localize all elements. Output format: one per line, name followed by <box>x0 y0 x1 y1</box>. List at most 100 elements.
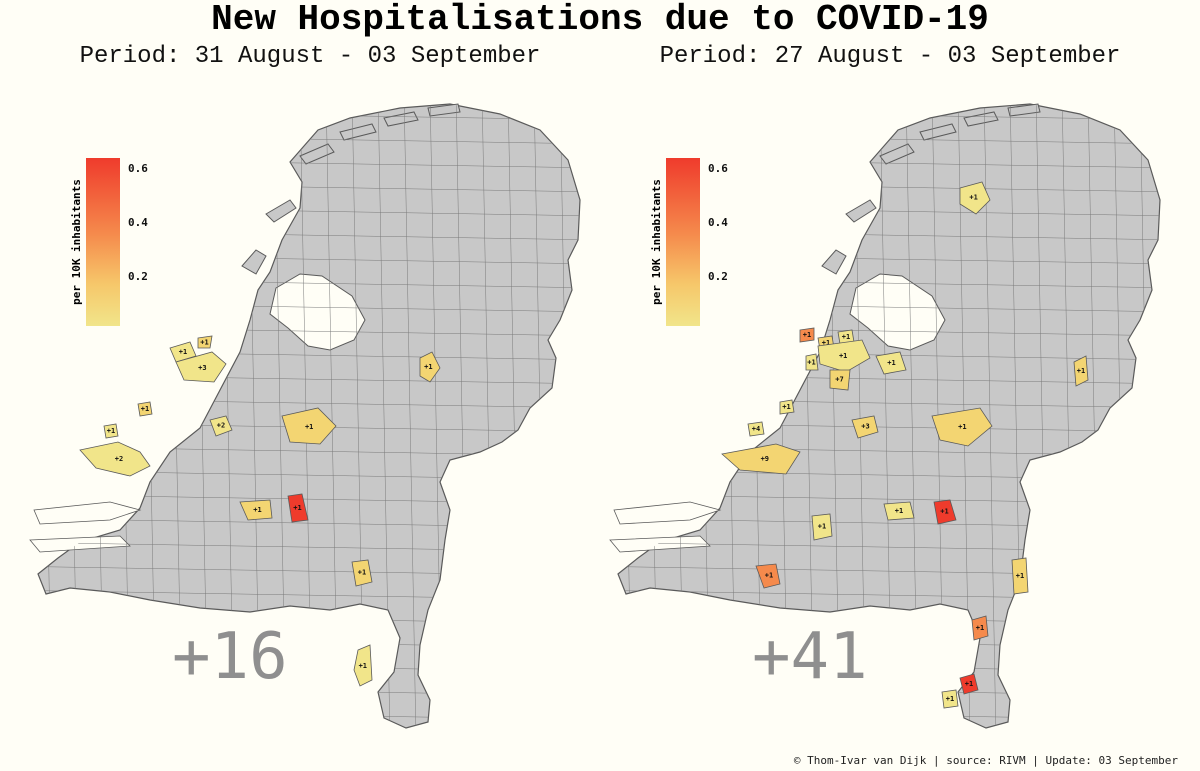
municipality-count-label: +1 <box>842 333 850 341</box>
municipality-count-label: +2 <box>217 422 225 430</box>
municipality-count-label: +1 <box>969 194 977 202</box>
highlighted-municipality <box>875 351 907 375</box>
highlighted-municipality <box>959 181 991 215</box>
municipality-count-label: +1 <box>179 348 187 356</box>
wadden-island <box>427 103 461 117</box>
left-legend-title: per 10K inhabitants <box>70 179 83 305</box>
municipality-count-label: +1 <box>958 423 966 431</box>
right-legend-tick: 0.2 <box>708 270 728 283</box>
municipality-count-label: +4 <box>752 425 760 433</box>
wadden-island <box>821 249 847 275</box>
municipality-count-label: +9 <box>761 455 769 463</box>
highlighted-municipality <box>811 513 833 541</box>
highlighted-municipality <box>851 415 879 439</box>
highlighted-municipality <box>351 559 373 587</box>
municipality-count-label: +1 <box>141 405 149 413</box>
municipality-count-label: +3 <box>198 364 206 372</box>
right-legend-tick: 0.4 <box>708 216 728 229</box>
highlighted-municipality <box>419 351 441 383</box>
municipality-count-label: +1 <box>1077 367 1085 375</box>
municipality-count-label: +1 <box>293 504 301 512</box>
highlighted-municipality <box>287 493 309 523</box>
highlighted-municipality <box>721 443 801 475</box>
highlighted-municipality <box>1011 557 1029 595</box>
highlighted-municipality <box>747 421 765 437</box>
municipality-count-label: +1 <box>305 423 313 431</box>
municipality-count-label: +7 <box>835 376 843 384</box>
municipality-count-label: +1 <box>782 403 790 411</box>
highlighted-municipality <box>169 341 197 363</box>
right-legend-title: per 10K inhabitants <box>650 179 663 305</box>
highlighted-municipality <box>829 369 851 391</box>
highlighted-municipality <box>817 339 871 373</box>
netherlands-map-right: +1 +1 +1 +1 +1 +7 +1 +1 +1 +1 +4 +3 +1 +9 +1 +1 +1 +1 +1 +1… <box>609 103 1161 729</box>
highlighted-municipality <box>79 441 151 477</box>
municipality-count-label: +3 <box>861 423 869 431</box>
wadden-island <box>299 143 335 165</box>
municipality-count-label: +1 <box>965 680 973 688</box>
municipality-count-label: +1 <box>976 624 984 632</box>
left-total-count: +16 <box>172 620 288 694</box>
right-legend-colorbar <box>666 158 700 326</box>
highlighted-municipality <box>755 563 781 589</box>
left-legend-tick: 0.2 <box>128 270 148 283</box>
municipality-count-label: +1 <box>765 572 773 580</box>
municipality-count-label: +1 <box>200 339 208 347</box>
left-map-panel: +1 +1 +3 +1 +1 +1 +2 +2 +1 +1 +1 +1 +1 per 10K inhab… <box>0 90 600 740</box>
highlighted-municipality <box>137 401 153 417</box>
highlighted-municipality <box>209 415 233 437</box>
highlighted-municipality <box>883 501 915 521</box>
municipality-count-label: +1 <box>253 506 261 514</box>
left-legend-tick: 0.4 <box>128 216 148 229</box>
municipality-count-label: +1 <box>807 359 815 367</box>
left-map-subtitle: Period: 31 August - 03 September <box>79 43 541 70</box>
highlighted-municipality <box>281 407 337 445</box>
highlighted-municipality <box>941 689 959 709</box>
municipality-count-label: +1 <box>1016 572 1024 580</box>
highlighted-municipality <box>959 673 979 695</box>
municipality-count-label: +1 <box>895 507 903 515</box>
right-total-count: +41 <box>752 620 868 694</box>
highlighted-municipality <box>353 644 373 687</box>
municipality-count-label: +1 <box>839 352 847 360</box>
municipality-count-label: +1 <box>887 359 895 367</box>
right-map-subtitle: Period: 27 August - 03 September <box>659 43 1121 70</box>
wadden-island <box>383 111 419 127</box>
municipality-count-label: +1 <box>424 363 432 371</box>
highlighted-municipality <box>197 335 213 349</box>
municipality-count-label: +1 <box>818 523 826 531</box>
highlighted-municipality <box>933 499 957 525</box>
wadden-island <box>919 123 957 141</box>
estuary-water <box>29 535 131 553</box>
netherlands-map-left: +1 +1 +3 +1 +1 +1 +2 +2 +1 +1 +1 +1 +1 <box>29 103 581 729</box>
municipality-count-label: +2 <box>115 455 123 463</box>
wadden-island <box>845 199 877 223</box>
left-legend-colorbar <box>86 158 120 326</box>
highlighted-municipality <box>971 615 989 641</box>
left-legend-tick: 0.6 <box>128 162 148 175</box>
estuary-water <box>609 535 711 553</box>
municipality-count-label: +1 <box>107 427 115 435</box>
wadden-island <box>265 199 297 223</box>
wadden-island <box>241 249 267 275</box>
highlighted-municipality <box>799 327 815 343</box>
municipality-count-label: +1 <box>946 695 954 703</box>
highlighted-municipality <box>1073 355 1089 387</box>
left-legend: per 10K inhabitants 0.6 0.4 0.2 <box>58 158 188 338</box>
municipality-count-label: +1 <box>940 508 948 516</box>
highlighted-municipality <box>931 407 993 447</box>
estuary-water <box>33 501 142 525</box>
highlighted-municipality <box>239 499 273 521</box>
right-map-panel: +1 +1 +1 +1 +1 +7 +1 +1 +1 +1 +4 +3 +1 +9 +1 +1 +1 +1 +1 +1… <box>580 90 1180 740</box>
municipality-count-label: +1 <box>822 339 830 347</box>
estuary-water <box>613 501 722 525</box>
right-legend: per 10K inhabitants 0.6 0.4 0.2 <box>638 158 768 338</box>
municipality-count-label: +1 <box>359 662 367 670</box>
highlighted-municipality <box>103 423 119 439</box>
highlighted-municipality <box>175 351 227 383</box>
wadden-island <box>1007 103 1041 117</box>
municipality-count-label: +1 <box>803 331 811 339</box>
municipality-count-label: +1 <box>358 569 366 577</box>
highlighted-municipality <box>805 353 819 371</box>
chart-title: New Hospitalisations due to COVID-19 <box>211 0 989 40</box>
